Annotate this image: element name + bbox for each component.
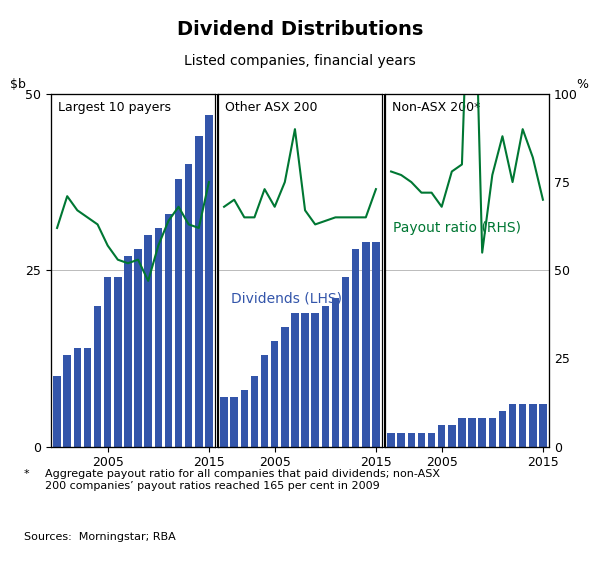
Bar [64,355,71,447]
Text: Dividend Distributions: Dividend Distributions [177,20,423,39]
Bar [352,249,359,447]
Text: %: % [576,78,588,91]
Bar [428,432,436,447]
Bar [124,256,132,447]
Text: $b: $b [10,78,26,91]
Bar [448,426,455,447]
Bar [251,376,258,447]
Bar [468,418,476,447]
Bar [519,405,526,447]
Bar [418,432,425,447]
Bar [342,277,349,447]
Bar [155,228,162,447]
Bar [271,341,278,447]
Bar [529,405,536,447]
Bar [407,432,415,447]
Text: Listed companies, financial years: Listed companies, financial years [184,54,416,68]
Text: Non-ASX 200*: Non-ASX 200* [392,101,480,114]
Bar [134,249,142,447]
Text: Sources:  Morningstar; RBA: Sources: Morningstar; RBA [24,532,176,542]
Bar [387,432,395,447]
Bar [372,242,380,447]
Bar [175,179,182,447]
Bar [499,411,506,447]
Bar [94,306,101,447]
Bar [509,405,517,447]
Bar [539,405,547,447]
Bar [261,355,268,447]
Bar [195,136,203,447]
Bar [281,327,289,447]
Bar [220,397,228,447]
Bar [332,299,339,447]
Bar [230,397,238,447]
Bar [114,277,122,447]
Bar [164,214,172,447]
Bar [83,348,91,447]
Text: Largest 10 payers: Largest 10 payers [58,101,170,114]
Text: Aggregate payout ratio for all companies that paid dividends; non-ASX
200 compan: Aggregate payout ratio for all companies… [45,469,440,491]
Bar [322,306,329,447]
Bar [185,164,193,447]
Bar [438,426,445,447]
Text: *: * [24,469,29,480]
Bar [104,277,112,447]
Bar [145,235,152,447]
Bar [488,418,496,447]
Text: Dividends (LHS): Dividends (LHS) [231,291,342,306]
Text: Payout ratio (RHS): Payout ratio (RHS) [393,221,521,235]
Bar [478,418,486,447]
Bar [458,418,466,447]
Bar [241,390,248,447]
Bar [74,348,81,447]
Bar [362,242,370,447]
Bar [205,115,213,447]
Bar [53,376,61,447]
Bar [397,432,405,447]
Bar [311,312,319,447]
Bar [301,312,309,447]
Text: Other ASX 200: Other ASX 200 [224,101,317,114]
Bar [291,312,299,447]
